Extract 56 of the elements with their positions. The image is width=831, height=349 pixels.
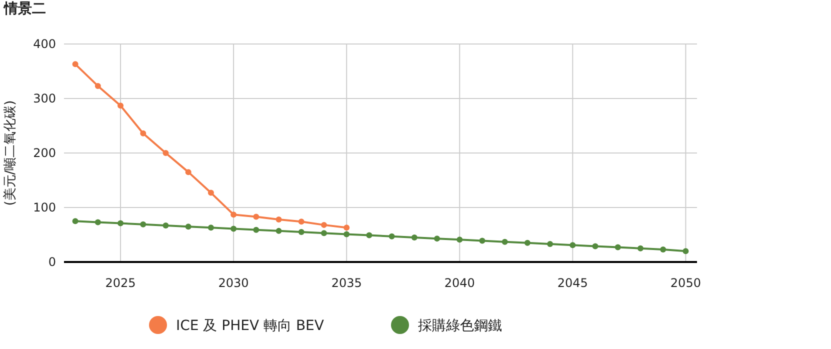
- point: [72, 61, 78, 68]
- point: [140, 221, 146, 228]
- x-tick-label: 2030: [218, 276, 249, 290]
- point: [388, 233, 395, 240]
- point: [94, 82, 101, 89]
- y-tick-label: 400: [33, 37, 56, 51]
- point: [660, 246, 666, 252]
- point: [230, 212, 237, 218]
- y-tick-label: 100: [33, 200, 56, 214]
- point: [434, 236, 440, 242]
- y-axis-title: (美元/噸二氧化碳): [2, 100, 18, 206]
- x-tick-label: 2045: [557, 276, 588, 290]
- point: [185, 224, 192, 230]
- point: [162, 222, 169, 228]
- point: [682, 248, 689, 254]
- point: [276, 216, 282, 222]
- y-tick-label: 0: [48, 255, 56, 269]
- point: [185, 169, 192, 176]
- point: [592, 243, 598, 250]
- x-tick-label: 2035: [331, 276, 362, 290]
- legend-label: ICE 及 PHEV 轉向 BEV: [176, 318, 324, 334]
- point: [366, 232, 372, 238]
- y-tick-label: 300: [33, 92, 56, 106]
- point: [253, 226, 260, 233]
- point: [344, 224, 350, 231]
- point: [230, 226, 237, 232]
- point: [411, 234, 418, 240]
- point: [479, 238, 486, 244]
- point: [253, 214, 260, 220]
- point: [637, 245, 644, 252]
- chart-title: 情景二: [3, 1, 46, 17]
- point: [72, 218, 78, 224]
- point: [298, 229, 304, 236]
- point: [502, 238, 508, 245]
- point: [298, 218, 304, 225]
- point: [140, 130, 146, 136]
- x-tick-label: 2025: [105, 276, 136, 290]
- point: [118, 220, 124, 226]
- x-tick-label: 2040: [444, 276, 475, 290]
- point: [208, 224, 214, 231]
- legend-label: 採購綠色鋼鐵: [418, 318, 502, 334]
- point: [456, 236, 463, 243]
- point: [162, 150, 169, 156]
- point: [320, 230, 327, 236]
- point: [208, 190, 214, 196]
- point: [276, 228, 282, 234]
- y-tick-label: 200: [33, 146, 56, 160]
- point: [614, 244, 621, 250]
- point: [524, 240, 530, 246]
- point: [570, 242, 576, 248]
- point: [118, 102, 124, 109]
- point: [344, 231, 350, 238]
- x-tick-label: 2050: [670, 276, 701, 290]
- point: [94, 219, 101, 226]
- point: [547, 241, 554, 248]
- point: [320, 222, 327, 228]
